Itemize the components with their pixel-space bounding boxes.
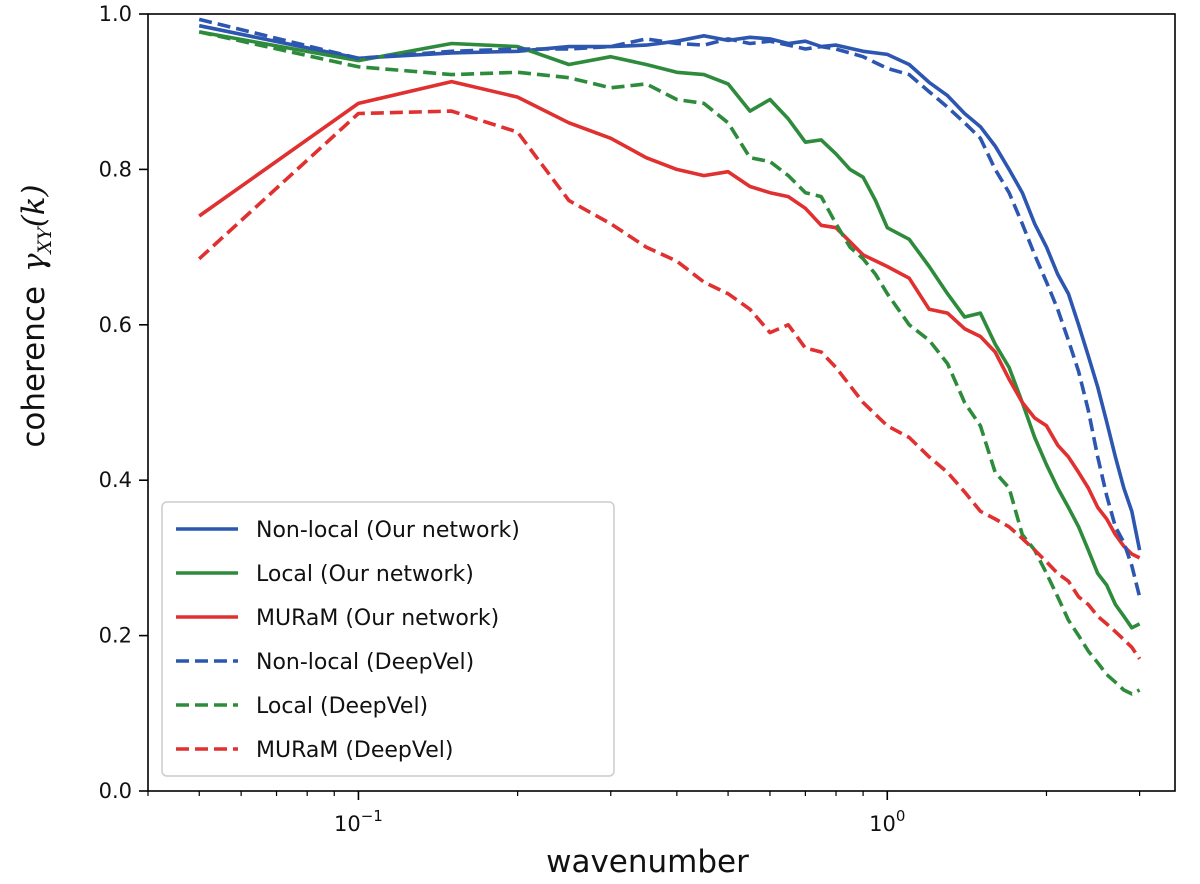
x-tick-base: 10 <box>334 812 361 836</box>
legend-label-1: Non-local (Our network) <box>256 518 520 543</box>
series-line-6 <box>197 109 1142 660</box>
x-tick-label: 10−1 <box>334 807 383 836</box>
y-axis-title-arg: (k) <box>16 184 52 227</box>
x-tick-exponent: 0 <box>896 807 906 825</box>
series-layer <box>197 17 1142 696</box>
y-tick-label: 0.0 <box>99 779 132 803</box>
legend-label-3: MURaM (Our network) <box>256 606 499 631</box>
y-tick-label: 1.0 <box>99 2 132 26</box>
y-tick-label: 0.2 <box>99 624 132 648</box>
legend-label-5: Local (DeepVel) <box>256 694 428 719</box>
x-axis-title: wavenumber <box>546 844 749 880</box>
legend-box <box>161 501 615 777</box>
series-line-3 <box>198 79 1141 560</box>
y-axis-title-text: coherence <box>16 286 52 448</box>
series-line-1 <box>198 23 1142 551</box>
y-tick-label: 0.8 <box>99 157 132 181</box>
y-tick-label: 0.6 <box>99 313 132 337</box>
y-axis-title-symbol: γ <box>16 253 52 272</box>
axes-layer: 0.00.20.40.60.81.010−1 100wavenumbercoher… <box>16 2 1176 880</box>
plot-frame <box>147 13 1176 792</box>
legend: Non-local (Our network) Local (Our networ… <box>161 501 615 777</box>
legend-label-6: MURaM (DeepVel) <box>256 738 453 763</box>
x-tick-label: 100 <box>869 807 905 836</box>
y-axis-title: coherence γXY(k) <box>16 184 56 447</box>
series-line-2 <box>198 30 1141 630</box>
x-tick-base: 10 <box>869 812 896 836</box>
x-tick-exponent: −1 <box>361 807 383 825</box>
series-line-5 <box>198 30 1141 696</box>
legend-label-4: Non-local (DeepVel) <box>256 650 474 675</box>
y-tick-label: 0.4 <box>99 468 132 492</box>
y-axis-title-subscript: XY <box>34 225 56 256</box>
series-line-4 <box>198 17 1142 598</box>
legend-label-2: Local (Our network) <box>256 562 474 587</box>
